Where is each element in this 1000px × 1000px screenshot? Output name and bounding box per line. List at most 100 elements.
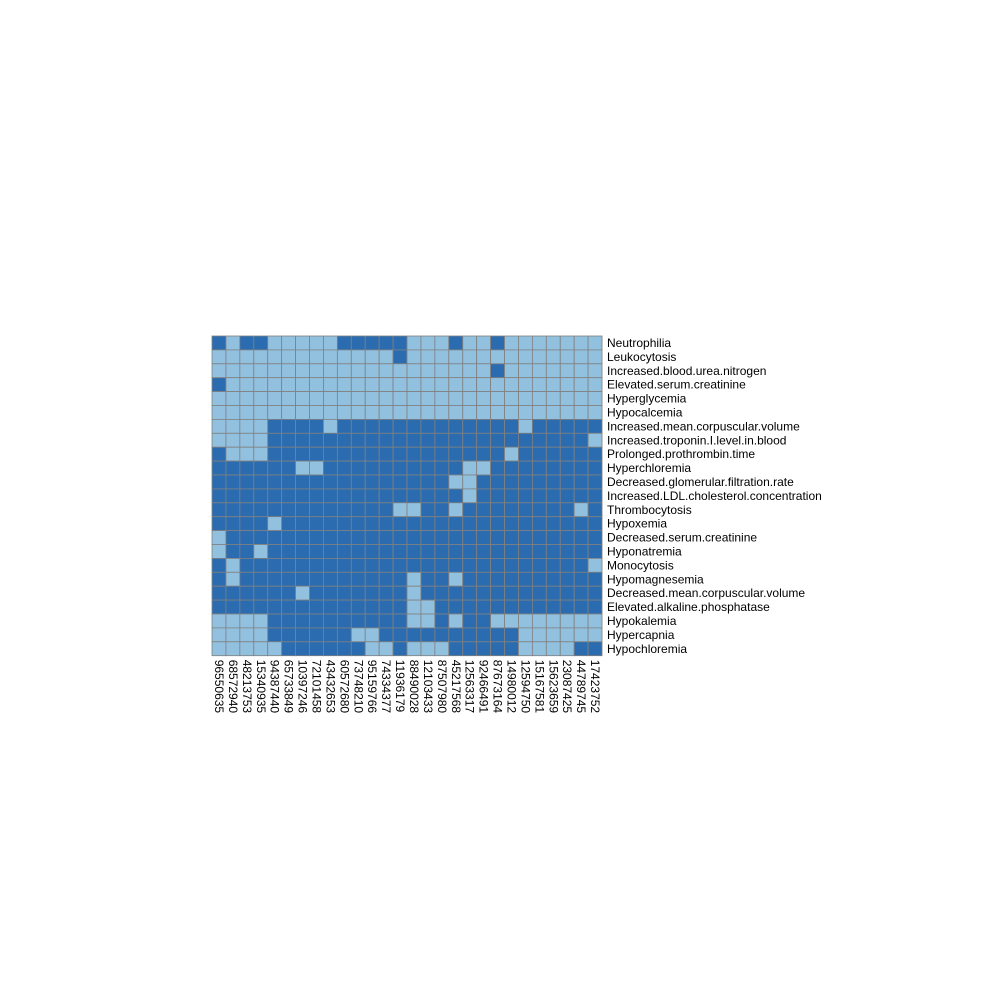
heatmap-cell-r8-c12 [378,446,394,462]
heatmap-cell-r15-c8 [323,544,338,559]
heatmap-cell-r16-c19 [476,558,492,573]
heatmap-cell-r14-c19 [476,530,492,545]
heatmap-cell-r21-c24 [545,627,561,643]
heatmap-cell-r4-c6 [295,391,310,406]
column-label: 15340935 [254,660,268,714]
heatmap-cell-r7-c1 [225,432,241,448]
heatmap-cell-r19-c10 [350,599,366,615]
heatmap-cell-r6-c26 [573,418,589,434]
heatmap-cell-r11-c0 [211,488,227,504]
heatmap-cell-r9-c17 [448,460,464,476]
heatmap-cell-r14-c5 [281,530,296,545]
heatmap-cell-r5-c8 [323,405,338,420]
heatmap-cell-r17-c4 [267,571,283,587]
heatmap-cell-r20-c17 [448,613,464,629]
heatmap-cell-r21-c20 [490,627,505,643]
heatmap-cell-r2-c18 [462,363,478,379]
column-label: 73748210 [351,660,365,714]
heatmap-cell-r9-c2 [239,460,255,476]
heatmap-cell-r20-c13 [392,613,408,629]
heatmap-cell-r6-c18 [462,418,478,434]
heatmap-cell-r4-c1 [225,391,241,406]
heatmap-cell-r0-c11 [364,335,380,351]
heatmap-cell-r7-c16 [434,432,450,448]
heatmap-cell-r3-c2 [239,377,255,393]
heatmap-cell-r2-c1 [225,363,241,379]
heatmap-cell-r0-c22 [518,335,533,351]
heatmap-cell-r12-c7 [309,502,324,518]
heatmap-cell-r21-c7 [309,627,324,643]
heatmap-cell-r18-c24 [545,585,561,601]
heatmap-cell-r22-c5 [281,641,296,657]
heatmap-cell-r11-c25 [559,488,575,504]
heatmap-cell-r22-c12 [378,641,394,657]
heatmap-cell-r8-c19 [476,446,492,462]
heatmap-cell-r15-c17 [448,544,464,559]
heatmap-cell-r20-c9 [336,613,352,629]
heatmap-cell-r14-c23 [531,530,547,545]
heatmap-cell-r12-c15 [420,502,436,518]
row-label: Hypochloremia [607,642,687,656]
heatmap-cell-r18-c11 [364,585,380,601]
heatmap-cell-r5-c5 [281,405,296,420]
heatmap-cell-r14-c4 [267,530,283,545]
heatmap-cell-r19-c2 [239,599,255,615]
heatmap-cell-r5-c22 [518,405,533,420]
heatmap-cell-r14-c27 [587,530,603,545]
heatmap-cell-r1-c4 [267,349,283,365]
heatmap-cell-r20-c24 [545,613,561,629]
heatmap-cell-r2-c23 [531,363,547,379]
heatmap-cell-r4-c14 [406,391,422,406]
heatmap-cell-r4-c2 [239,391,255,406]
heatmap-cell-r21-c19 [476,627,492,643]
heatmap-cell-r12-c17 [448,502,464,518]
heatmap-cell-r2-c19 [476,363,492,379]
heatmap-cell-r19-c14 [406,599,422,615]
heatmap-cell-r7-c21 [504,432,519,448]
heatmap-cell-r2-c16 [434,363,450,379]
heatmap-cell-r16-c20 [490,558,505,573]
heatmap-cell-r5-c25 [559,405,575,420]
heatmap-cell-r4-c21 [504,391,519,406]
heatmap-cell-r5-c16 [434,405,450,420]
heatmap-cell-r20-c2 [239,613,255,629]
heatmap-cell-r11-c5 [281,488,296,504]
heatmap-cell-r10-c27 [587,474,603,490]
row-label: Thrombocytosis [607,503,692,517]
heatmap-cell-r1-c7 [309,349,324,365]
heatmap-cell-r14-c18 [462,530,478,545]
heatmap-cell-r17-c7 [309,571,324,587]
heatmap-cell-r22-c20 [490,641,505,657]
heatmap-cell-r21-c1 [225,627,241,643]
heatmap-cell-r11-c27 [587,488,603,504]
heatmap-cell-r13-c25 [559,516,575,532]
heatmap-cell-r13-c9 [336,516,352,532]
heatmap-cell-r21-c8 [323,627,338,643]
heatmap-cell-r21-c5 [281,627,296,643]
heatmap-cell-r7-c19 [476,432,492,448]
heatmap-cell-r11-c26 [573,488,589,504]
row-label: Leukocytosis [607,350,676,364]
heatmap-cell-r1-c11 [364,349,380,365]
heatmap-cell-r12-c5 [281,502,296,518]
heatmap-cell-r6-c21 [504,418,519,434]
heatmap-cell-r7-c6 [295,432,310,448]
heatmap-cell-r19-c22 [518,599,533,615]
heatmap-cell-r9-c18 [462,460,478,476]
heatmap-cell-r8-c20 [490,446,505,462]
heatmap-cell-r14-c8 [323,530,338,545]
heatmap-cell-r22-c15 [420,641,436,657]
column-label: 88490028 [407,660,421,714]
heatmap-cell-r7-c10 [350,432,366,448]
heatmap-cell-r15-c23 [531,544,547,559]
heatmap-cell-r6-c15 [420,418,436,434]
heatmap-cell-r7-c20 [490,432,505,448]
heatmap-cell-r10-c21 [504,474,519,490]
heatmap-cell-r6-c2 [239,418,255,434]
heatmap-cell-r0-c0 [211,335,227,351]
heatmap-cell-r22-c22 [518,641,533,657]
heatmap-cell-r16-c1 [225,558,241,573]
heatmap-cell-r0-c17 [448,335,464,351]
heatmap-cell-r22-c18 [462,641,478,657]
